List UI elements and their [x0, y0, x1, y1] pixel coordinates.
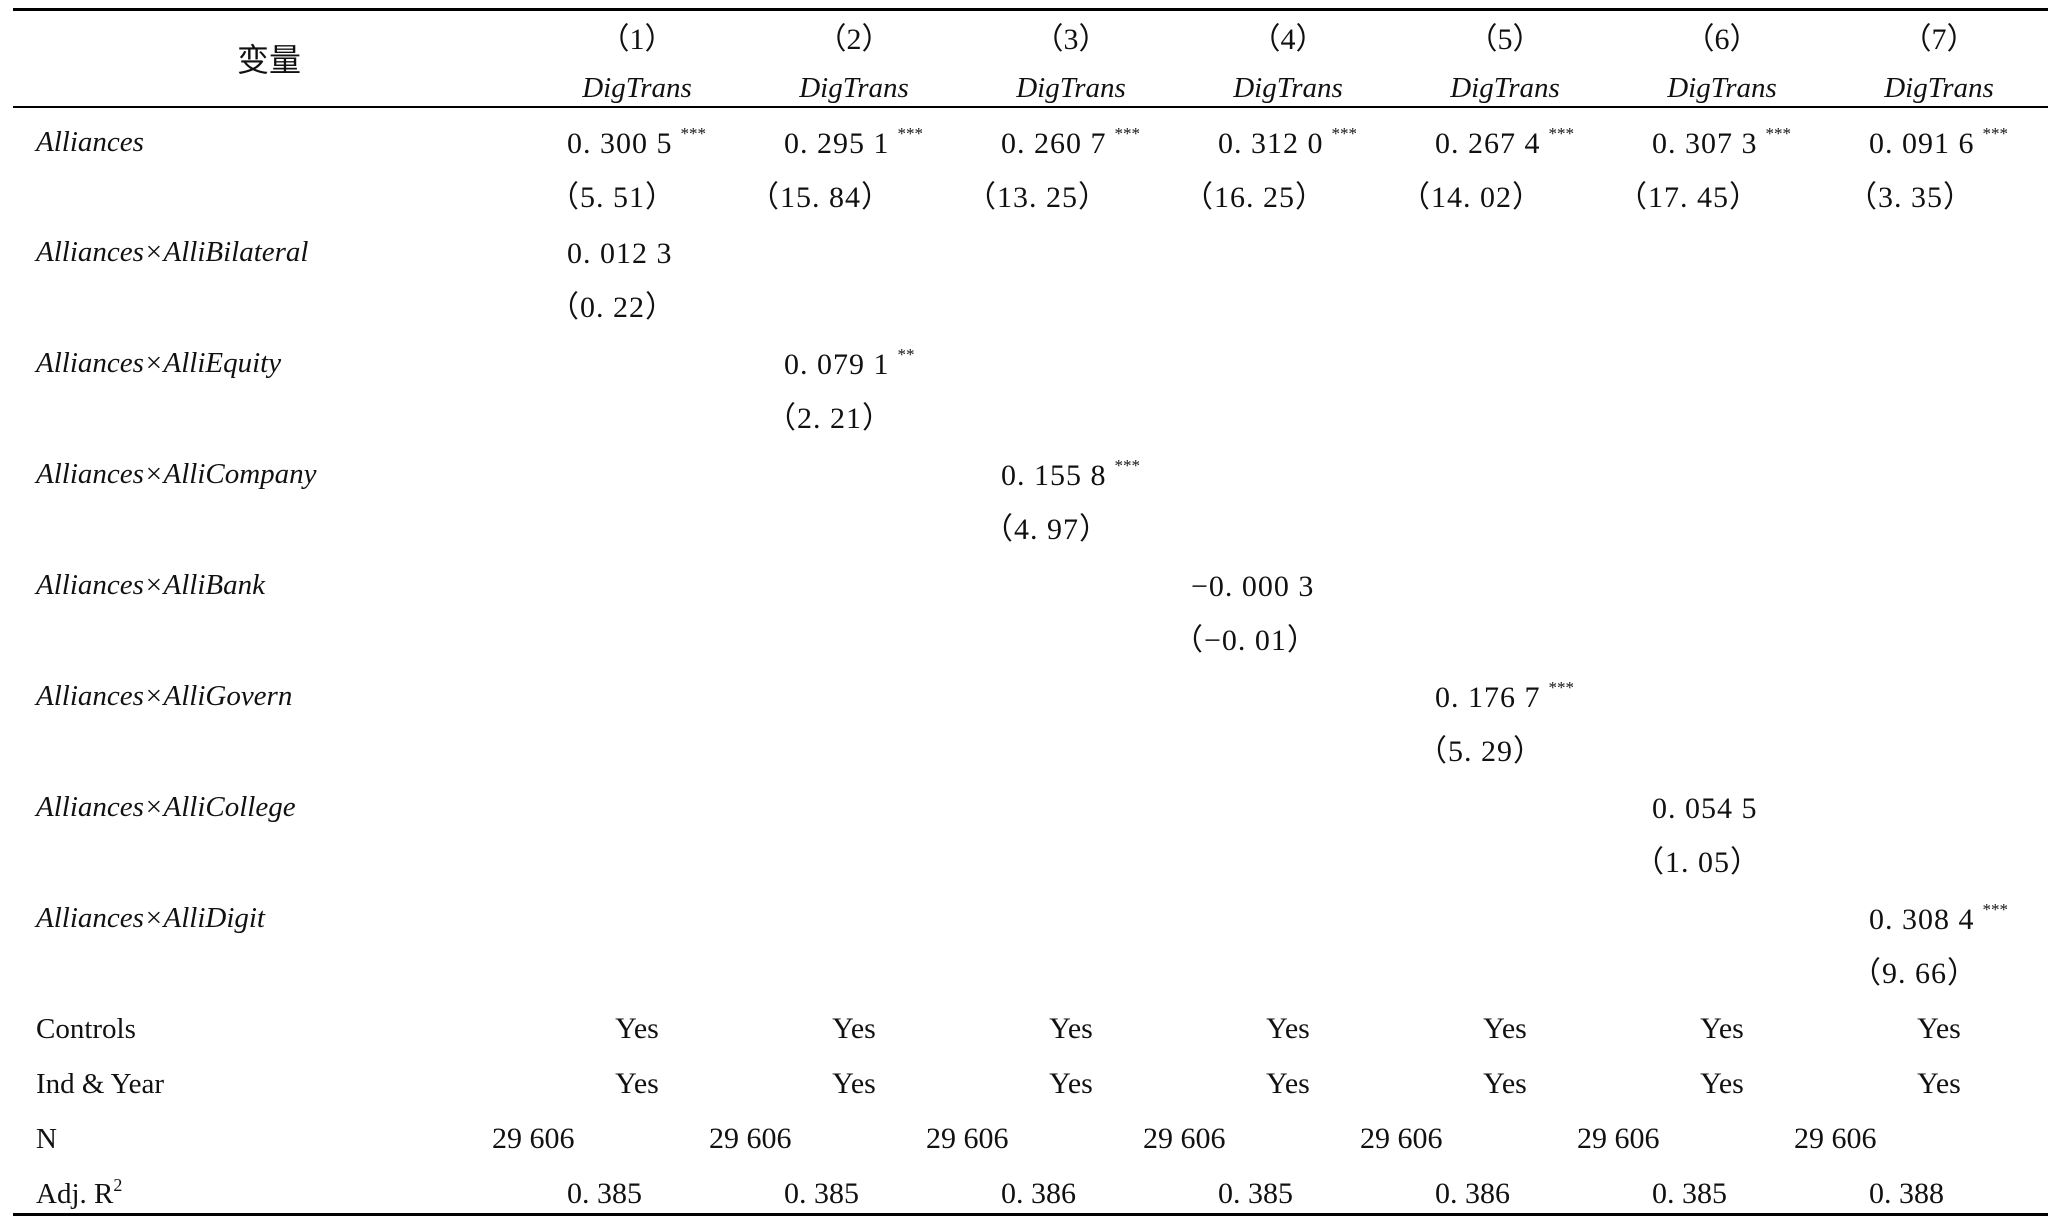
tstat-alliances-6: （17. 45） [1617, 181, 1760, 214]
dependent-variable-1: DigTrans [582, 72, 692, 104]
n-value-7: 29 606 [1794, 1122, 1877, 1155]
row-label-college: Alliances×AlliCollege [36, 791, 296, 823]
tstat-alliances-2: （15. 84） [749, 181, 892, 214]
tstat-company: （4. 97） [983, 513, 1110, 546]
row-label-bilateral: Alliances×AlliBilateral [36, 236, 309, 268]
adjr2-value-3: 0. 386 [1001, 1177, 1076, 1210]
controls-value-6: Yes [1700, 1012, 1744, 1045]
column-number-2: （2） [816, 23, 892, 56]
row-label-govern: Alliances×AlliGovern [36, 680, 293, 712]
significance-stars: *** [1982, 900, 2009, 919]
tstat-alliances-7: （3. 35） [1847, 181, 1974, 214]
column-number-4: （4） [1250, 23, 1326, 56]
indyear-value-6: Yes [1700, 1067, 1744, 1100]
adjr2-value-6: 0. 385 [1652, 1177, 1727, 1210]
column-number-6: （6） [1684, 23, 1760, 56]
tstat-digit: （9. 66） [1851, 957, 1978, 990]
coef-alliances-2: 0. 295 1 *** [784, 124, 924, 160]
row-label-alliances: Alliances [36, 126, 144, 158]
coef-alliances-7: 0. 091 6 *** [1869, 124, 2009, 160]
significance-stars: *** [1982, 124, 2009, 143]
significance-stars: *** [1114, 456, 1141, 475]
significance-stars: *** [680, 124, 707, 143]
superscript-2: 2 [113, 1175, 123, 1195]
controls-value-3: Yes [1049, 1012, 1093, 1045]
coef-alliances-5: 0. 267 4 *** [1435, 124, 1575, 160]
adjr2-value-7: 0. 388 [1869, 1177, 1944, 1210]
controls-value-5: Yes [1483, 1012, 1527, 1045]
row-label-n: N [36, 1123, 57, 1155]
row-label-digit: Alliances×AlliDigit [36, 902, 265, 934]
dependent-variable-7: DigTrans [1884, 72, 1994, 104]
adjr2-value-1: 0. 385 [567, 1177, 642, 1210]
row-label-bank: Alliances×AlliBank [36, 569, 265, 601]
coef-alliances-3: 0. 260 7 *** [1001, 124, 1141, 160]
tstat-alliances-1: （5. 51） [549, 181, 676, 214]
coef-college: 0. 054 5 [1652, 792, 1758, 825]
indyear-value-7: Yes [1917, 1067, 1961, 1100]
tstat-bank: （−0. 01） [1173, 624, 1318, 657]
tstat-college: （1. 05） [1634, 846, 1761, 879]
n-value-6: 29 606 [1577, 1122, 1660, 1155]
coef-alliances-1: 0. 300 5 *** [567, 124, 707, 160]
bottom-rule [13, 1213, 2048, 1216]
coef-equity: 0. 079 1 ** [784, 345, 915, 381]
significance-stars: *** [1331, 124, 1358, 143]
tstat-alliances-5: （14. 02） [1400, 181, 1543, 214]
dependent-variable-2: DigTrans [799, 72, 909, 104]
significance-stars: *** [1765, 124, 1792, 143]
header-rule [13, 106, 2048, 108]
variable-header: 变量 [237, 41, 302, 79]
coef-alliances-4: 0. 312 0 *** [1218, 124, 1358, 160]
dependent-variable-4: DigTrans [1233, 72, 1343, 104]
column-number-5: （5） [1467, 23, 1543, 56]
controls-value-1: Yes [615, 1012, 659, 1045]
n-value-4: 29 606 [1143, 1122, 1226, 1155]
n-value-5: 29 606 [1360, 1122, 1443, 1155]
row-label-controls: Controls [36, 1013, 136, 1045]
controls-value-2: Yes [832, 1012, 876, 1045]
dependent-variable-6: DigTrans [1667, 72, 1777, 104]
column-number-1: （1） [599, 23, 675, 56]
controls-value-7: Yes [1917, 1012, 1961, 1045]
tstat-govern: （5. 29） [1417, 735, 1544, 768]
coef-bank: −0. 000 3 [1191, 570, 1315, 603]
n-value-3: 29 606 [926, 1122, 1009, 1155]
tstat-alliances-3: （13. 25） [966, 181, 1109, 214]
row-label-equity: Alliances×AlliEquity [36, 347, 282, 379]
coef-bilateral: 0. 012 3 [567, 237, 673, 270]
significance-stars: *** [897, 124, 924, 143]
coef-govern: 0. 176 7 *** [1435, 678, 1575, 714]
coef-digit: 0. 308 4 *** [1869, 900, 2009, 936]
indyear-value-2: Yes [832, 1067, 876, 1100]
significance-stars: *** [1548, 678, 1575, 697]
controls-value-4: Yes [1266, 1012, 1310, 1045]
adjr2-value-5: 0. 386 [1435, 1177, 1510, 1210]
indyear-value-1: Yes [615, 1067, 659, 1100]
dependent-variable-5: DigTrans [1450, 72, 1560, 104]
n-value-1: 29 606 [492, 1122, 575, 1155]
significance-stars: *** [1548, 124, 1575, 143]
dependent-variable-3: DigTrans [1016, 72, 1126, 104]
coef-company: 0. 155 8 *** [1001, 456, 1141, 492]
n-value-2: 29 606 [709, 1122, 792, 1155]
tstat-alliances-4: （16. 25） [1183, 181, 1326, 214]
significance-stars: ** [897, 345, 915, 364]
column-number-7: （7） [1901, 23, 1977, 56]
row-label-company: Alliances×AlliCompany [36, 458, 317, 490]
coef-alliances-6: 0. 307 3 *** [1652, 124, 1792, 160]
tstat-bilateral: （0. 22） [549, 291, 676, 324]
indyear-value-5: Yes [1483, 1067, 1527, 1100]
indyear-value-4: Yes [1266, 1067, 1310, 1100]
row-label-adj-r2: Adj. R2 [36, 1175, 123, 1210]
tstat-equity: （2. 21） [766, 402, 893, 435]
significance-stars: *** [1114, 124, 1141, 143]
adjr2-value-2: 0. 385 [784, 1177, 859, 1210]
column-number-3: （3） [1033, 23, 1109, 56]
top-rule [13, 8, 2048, 11]
adjr2-value-4: 0. 385 [1218, 1177, 1293, 1210]
row-label-ind-year: Ind & Year [36, 1068, 165, 1100]
indyear-value-3: Yes [1049, 1067, 1093, 1100]
